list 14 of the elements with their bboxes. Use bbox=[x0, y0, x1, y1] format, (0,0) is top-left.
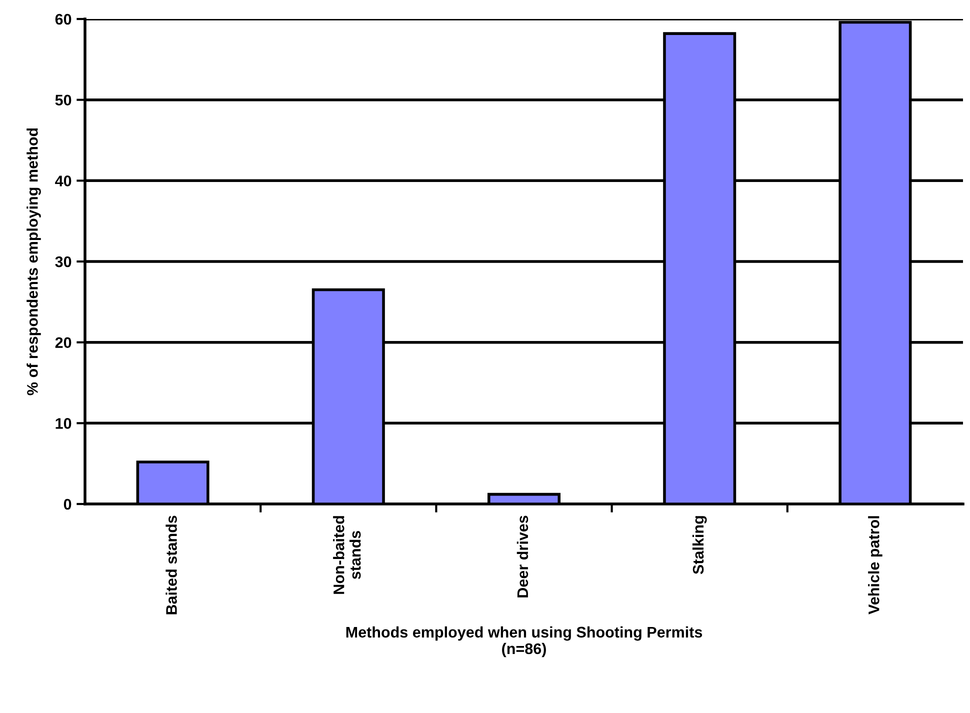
y-tick-label: 0 bbox=[64, 498, 72, 510]
x-axis-title: Methods employed when using Shooting Permits (n=86) bbox=[346, 626, 702, 658]
x-tick-label: Vehicle patrol bbox=[868, 516, 882, 614]
x-tick-label: Stalking bbox=[692, 516, 707, 574]
y-tick-label: 50 bbox=[55, 94, 72, 106]
y-tick-label: 60 bbox=[55, 14, 72, 25]
x-tick-label: Deer drives bbox=[516, 516, 528, 598]
y-tick-label: 10 bbox=[56, 418, 72, 429]
x-tick-label: Non-baited stands bbox=[333, 516, 361, 594]
y-tick-label: 40 bbox=[55, 176, 72, 186]
y-tick-label: 20 bbox=[55, 337, 72, 348]
y-axis-title: % of respondents employing method bbox=[26, 128, 41, 396]
y-tick-label: 30 bbox=[55, 256, 72, 268]
x-tick-label: Baited stands bbox=[166, 516, 177, 614]
